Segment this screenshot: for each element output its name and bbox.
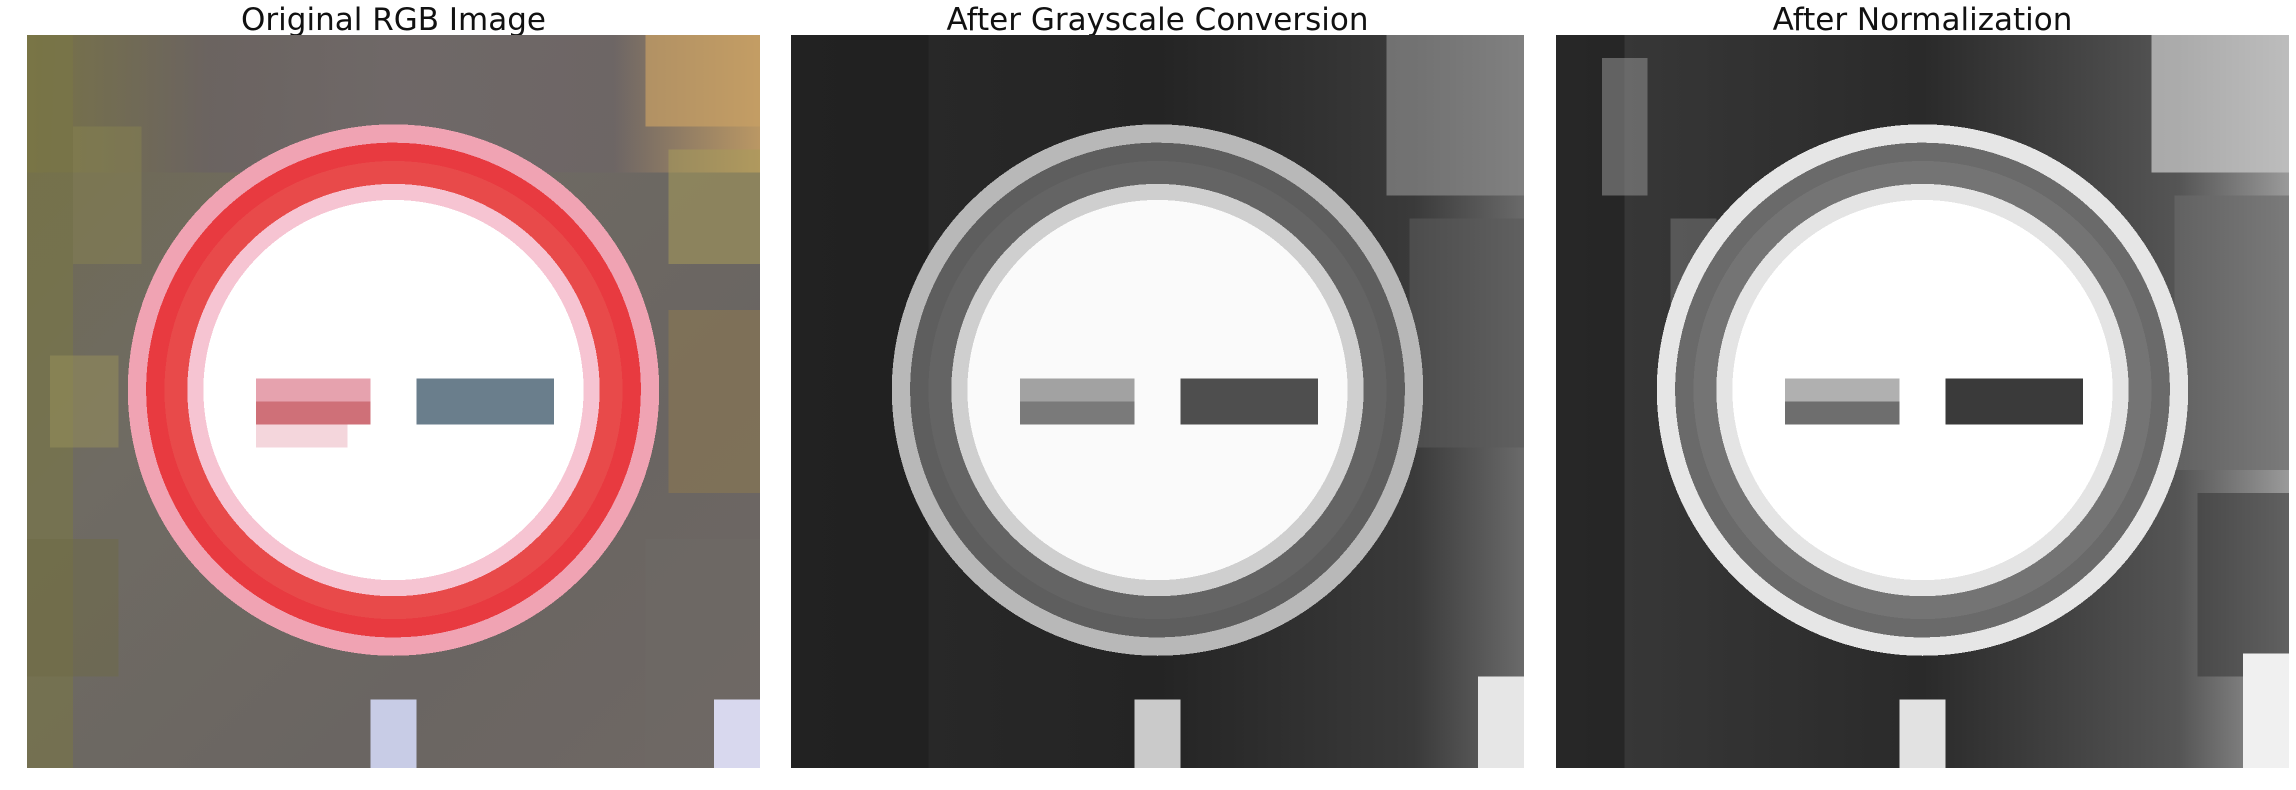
- panel-title-normalization: After Normalization: [1772, 2, 2073, 38]
- normalized-image: [1556, 35, 2289, 768]
- panel-title-original: Original RGB Image: [241, 2, 546, 38]
- grayscale-image: [791, 35, 1524, 768]
- panel-title-grayscale: After Grayscale Conversion: [946, 2, 1369, 38]
- original-rgb-image: [27, 35, 760, 768]
- panel-grayscale: After Grayscale Conversion: [791, 0, 1524, 790]
- panel-original-rgb: Original RGB Image: [27, 0, 760, 790]
- panel-normalization: After Normalization: [1556, 0, 2289, 790]
